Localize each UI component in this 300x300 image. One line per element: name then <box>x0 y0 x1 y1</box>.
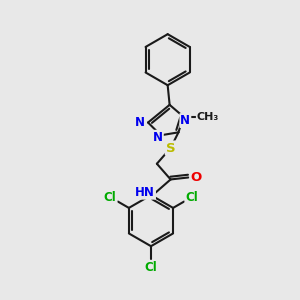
Text: Cl: Cl <box>185 190 198 204</box>
Text: Cl: Cl <box>104 190 117 204</box>
Text: O: O <box>190 171 202 184</box>
Text: N: N <box>153 131 163 144</box>
Text: Cl: Cl <box>145 261 158 274</box>
Text: N: N <box>135 116 145 129</box>
Text: HN: HN <box>135 186 155 199</box>
Text: N: N <box>180 114 190 127</box>
Text: CH₃: CH₃ <box>197 112 219 122</box>
Text: S: S <box>166 142 175 154</box>
